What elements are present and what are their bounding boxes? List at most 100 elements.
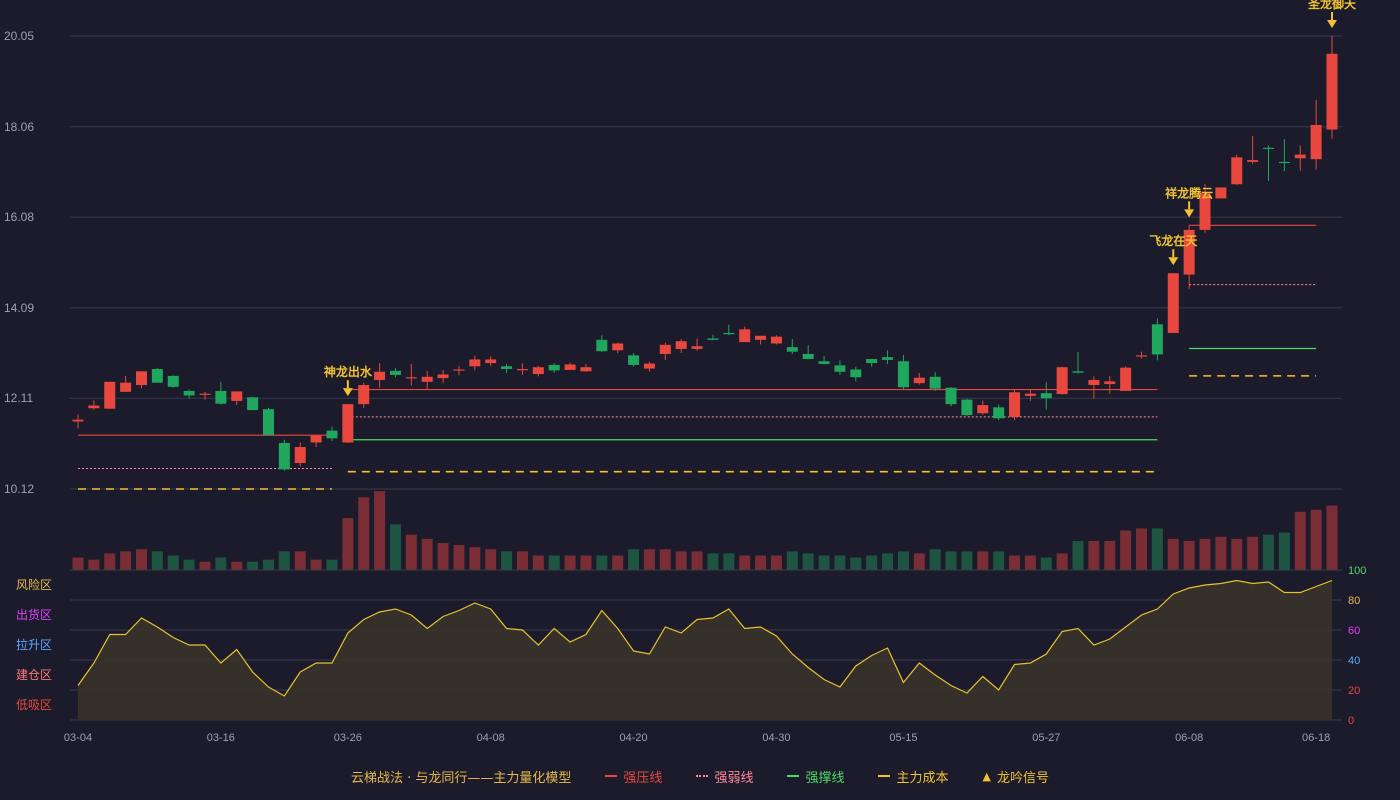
volume-bar	[516, 551, 528, 570]
volume-bar	[1104, 540, 1116, 570]
candle-body	[1278, 161, 1290, 164]
risk-axis-label: 80	[1348, 595, 1360, 607]
candle-body	[1167, 273, 1179, 333]
volume-bar	[437, 543, 449, 570]
volume-bar	[326, 559, 338, 570]
candle-body	[834, 365, 846, 372]
candle-body	[120, 382, 132, 392]
volume-bar	[1120, 530, 1132, 570]
candle-body	[342, 404, 354, 443]
candle-body	[469, 359, 481, 367]
signal-label: 圣龙御天	[1307, 0, 1357, 11]
volume-bar	[1167, 538, 1179, 570]
candle-body	[405, 377, 417, 379]
x-tick-label: 03-26	[334, 732, 362, 744]
volume-bar	[1183, 540, 1195, 570]
volume-bar	[278, 551, 290, 570]
candle-body	[1088, 379, 1100, 385]
volume-bar	[453, 545, 465, 570]
candle-body	[310, 435, 322, 443]
volume-bar	[374, 491, 386, 570]
volume-bar	[1136, 528, 1148, 570]
candle-body	[1056, 367, 1068, 395]
volume-bar	[389, 524, 401, 570]
candlestick-chart: 10.12 12.11 14.09 16.08 18.06 20.05 神龙出水 飞龙在天 祥龙…	[4, 0, 1366, 744]
candle-body	[437, 374, 449, 379]
candle-body	[88, 405, 100, 409]
risk-axis-label: 20	[1348, 685, 1360, 697]
volume-bar	[993, 551, 1005, 570]
volume-bar	[707, 553, 719, 570]
volume-bar	[723, 553, 735, 570]
candle-body	[294, 447, 306, 463]
candle-body	[993, 407, 1005, 419]
candle-body	[818, 361, 830, 365]
volume-bar	[485, 549, 497, 570]
legend-press-line[interactable]: 强压线	[605, 767, 662, 786]
candle-body	[929, 376, 941, 389]
x-tick-label: 06-08	[1175, 732, 1203, 744]
price-tick-label: 16.08	[4, 210, 34, 224]
candle-body	[1040, 393, 1052, 399]
candle-body	[1215, 187, 1227, 199]
candle-body	[231, 391, 243, 401]
candle-body	[866, 358, 878, 364]
volume-bar	[1072, 540, 1084, 570]
risk-zone-label: 拉升区	[16, 637, 52, 652]
legend-weak-line[interactable]: 强弱线	[696, 767, 753, 786]
volume-bar	[1294, 511, 1306, 570]
candle-body	[1136, 355, 1148, 357]
volume-bar	[675, 551, 687, 570]
volume-bar	[643, 549, 655, 570]
risk-zone-label: 建仓区	[16, 668, 52, 682]
volume-bar	[199, 561, 211, 570]
candle-body	[612, 343, 624, 351]
volume-bar	[929, 549, 941, 570]
volume-bar	[421, 538, 433, 570]
volume-bar	[659, 549, 671, 570]
volume-bar	[104, 553, 116, 570]
volume-bar	[1310, 509, 1322, 570]
risk-axis-label: 0	[1348, 715, 1354, 727]
volume-bar	[628, 549, 640, 570]
candle-body	[151, 369, 163, 383]
candle-body	[580, 367, 592, 372]
legend-title: 云梯战法 · 与龙同行——主力量化模型	[351, 770, 572, 786]
legend-support-line[interactable]: 强撑线	[787, 767, 844, 786]
volume-bar	[215, 557, 227, 570]
risk-zone-label: 风险区	[16, 577, 52, 592]
candle-body	[389, 370, 401, 375]
candle-body	[913, 377, 925, 384]
volume-bar	[88, 559, 100, 570]
candle-body	[628, 355, 640, 365]
x-tick-label: 04-20	[619, 732, 647, 744]
candle-body	[755, 335, 767, 340]
risk-zone-label: 低吸区	[16, 698, 52, 712]
volume-bar	[755, 555, 767, 570]
candle-body	[135, 371, 147, 385]
volume-bar	[262, 559, 274, 570]
volume-bar	[1009, 555, 1021, 570]
candle-body	[1120, 367, 1132, 391]
triangle-icon: ▲	[982, 769, 991, 783]
signal-arrow	[1327, 20, 1337, 28]
volume-bar	[786, 551, 798, 570]
volume-bar	[612, 555, 624, 570]
candle-body	[1263, 147, 1275, 149]
volume-bar	[501, 551, 513, 570]
volume-bar	[1231, 538, 1243, 570]
legend-signal[interactable]: ▲ 龙吟信号	[982, 769, 1049, 786]
volume-bar	[120, 551, 132, 570]
legend-cost-line[interactable]: 主力成本	[878, 767, 948, 786]
candle-body	[72, 419, 84, 422]
volume-bar	[977, 551, 989, 570]
x-tick-label: 05-15	[889, 732, 917, 744]
candle-body	[723, 332, 735, 335]
candle-body	[691, 346, 703, 349]
candle-body	[707, 338, 719, 340]
risk-axis-label: 100	[1348, 565, 1366, 577]
candle-body	[1104, 381, 1116, 385]
candle-body	[977, 405, 989, 414]
price-tick-label: 14.09	[4, 301, 34, 315]
candle-body	[1326, 53, 1338, 130]
